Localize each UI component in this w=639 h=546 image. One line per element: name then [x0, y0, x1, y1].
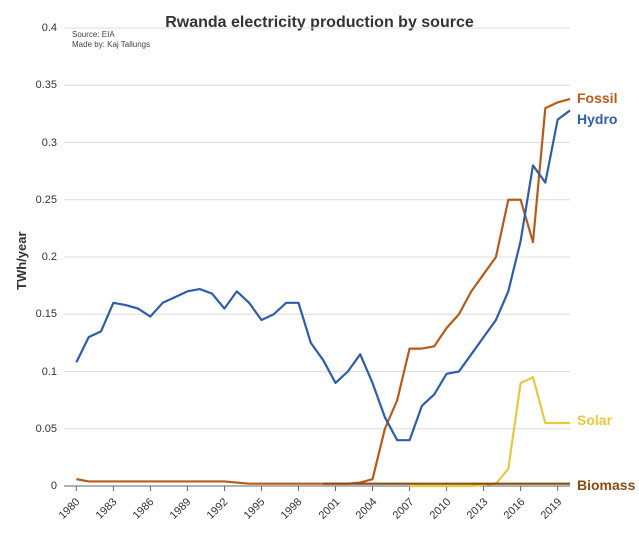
ytick-label: 0.35 — [36, 79, 57, 91]
series-label-fossil: Fossil — [577, 90, 617, 106]
ytick-label: 0.1 — [42, 366, 57, 378]
series-label-hydro: Hydro — [577, 111, 617, 127]
chart-svg — [0, 0, 639, 546]
ytick-label: 0.4 — [42, 22, 57, 34]
series-label-solar: Solar — [577, 412, 612, 428]
ytick-label: 0.25 — [36, 194, 57, 206]
chart-container: Rwanda electricity production by source … — [0, 0, 639, 546]
ytick-label: 0 — [51, 480, 57, 492]
ytick-label: 0.2 — [42, 251, 57, 263]
series-label-biomass: Biomass — [577, 477, 635, 493]
ytick-label: 0.05 — [36, 423, 57, 435]
series-hydro — [76, 110, 570, 440]
series-fossil — [76, 99, 570, 484]
ytick-label: 0.15 — [36, 308, 57, 320]
ytick-label: 0.3 — [42, 137, 57, 149]
